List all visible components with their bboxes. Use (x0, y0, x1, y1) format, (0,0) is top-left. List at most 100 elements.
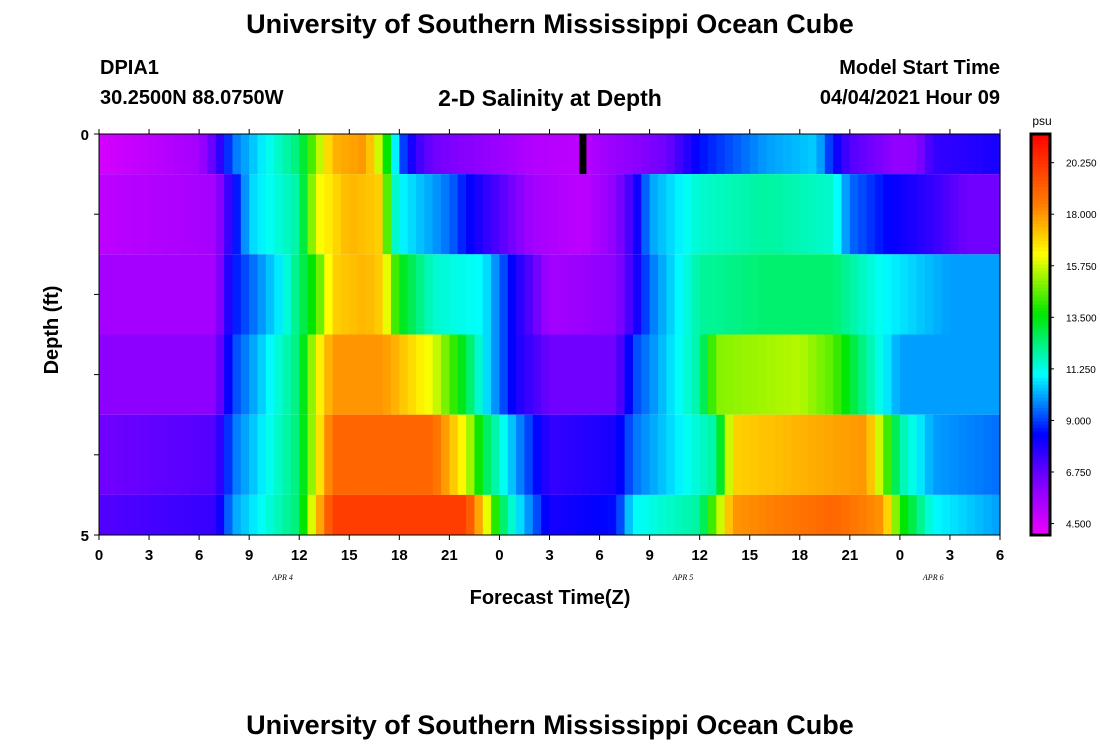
colorbar-segment (1031, 418, 1050, 422)
heatmap-cell (808, 414, 818, 495)
heatmap-cell (691, 334, 701, 415)
heatmap-cell (257, 494, 267, 535)
colorbar-segment (1031, 311, 1050, 316)
colorbar-segment (1031, 337, 1050, 342)
heatmap-cell (99, 254, 108, 335)
heatmap-cell (240, 334, 250, 415)
heatmap-cell (315, 414, 325, 495)
heatmap-cell (374, 414, 384, 495)
heatmap-cell (390, 174, 400, 255)
heatmap-cell (174, 494, 184, 535)
heatmap-cell (149, 414, 158, 495)
heatmap-cell (557, 494, 567, 535)
heatmap-cell (916, 494, 926, 535)
heatmap-cell (849, 494, 859, 535)
heatmap-cell (491, 494, 501, 535)
heatmap-cell (574, 254, 584, 335)
heatmap-cell (841, 254, 851, 335)
heatmap-cell (874, 494, 884, 535)
heatmap-cell (774, 494, 784, 535)
colorbar-segment (1031, 514, 1050, 519)
colorbar-segment (1031, 484, 1050, 489)
heatmap-cell (399, 494, 409, 535)
colorbar-segment (1031, 271, 1050, 275)
heatmap-cell (566, 334, 576, 415)
heatmap-cell (290, 254, 300, 335)
station-coordinates: 30.2500N 88.0750W (100, 87, 284, 109)
heatmap-cell (924, 254, 934, 335)
heatmap-cell (766, 334, 776, 415)
heatmap-cell (641, 174, 651, 255)
heatmap-cell (315, 494, 325, 535)
heatmap-cell (457, 174, 467, 255)
heatmap-cell (524, 414, 534, 495)
heatmap-cell (182, 494, 192, 535)
colorbar-segment (1031, 227, 1050, 232)
heatmap-cell (816, 254, 826, 335)
heatmap-cell (466, 414, 476, 495)
colorbar-segment (1031, 224, 1050, 229)
colorbar-segment (1031, 491, 1050, 496)
heatmap-cell (566, 494, 576, 535)
heatmap-cell (407, 414, 417, 495)
heatmap-cell (507, 174, 517, 255)
heatmap-cell (983, 414, 993, 495)
heatmap-cell (174, 334, 184, 415)
colorbar-segment (1031, 244, 1050, 249)
heatmap-cell (240, 134, 250, 175)
heatmap-cell (599, 494, 609, 535)
heatmap-cell (357, 174, 367, 255)
heatmap-cell (207, 174, 217, 255)
heatmap-cell (666, 254, 676, 335)
heatmap-cell (983, 254, 993, 335)
heatmap-cell (741, 254, 751, 335)
colorbar-segment (1031, 408, 1050, 412)
heatmap-cell (858, 414, 868, 495)
colorbar-segment (1031, 154, 1050, 158)
heatmap-cell (115, 174, 125, 255)
heatmap-cell (841, 414, 851, 495)
heatmap-cell (649, 134, 659, 175)
heatmap-cell (833, 334, 843, 415)
colorbar-segment (1031, 341, 1050, 346)
heatmap-cell (949, 254, 959, 335)
heatmap-cell (349, 494, 359, 535)
heatmap-cell (407, 174, 417, 255)
heatmap-cell (374, 494, 384, 535)
heatmap-cell (741, 174, 751, 255)
colorbar-segment (1031, 180, 1050, 185)
colorbar-tick-label: 20.250 (1066, 159, 1097, 170)
heatmap-cell (724, 414, 734, 495)
x-tick-label: 3 (145, 547, 153, 564)
heatmap-cell (724, 174, 734, 255)
heatmap-cell (199, 174, 209, 255)
heatmap-cell (624, 174, 634, 255)
heatmap-cell (407, 134, 417, 175)
heatmap-cell (332, 254, 342, 335)
colorbar-segment (1031, 237, 1050, 242)
heatmap-cell (682, 134, 692, 175)
heatmap-cell (407, 494, 417, 535)
heatmap-cell (874, 254, 884, 335)
colorbar-segment (1031, 451, 1050, 456)
heatmap-cell (357, 414, 367, 495)
heatmap-cell (182, 174, 192, 255)
heatmap-cell (699, 414, 709, 495)
heatmap-cell (733, 494, 742, 535)
heatmap-cell (733, 254, 742, 335)
colorbar-segment (1031, 478, 1050, 483)
heatmap-cell (841, 334, 851, 415)
heatmap-cell (666, 334, 676, 415)
heatmap-cell (682, 414, 692, 495)
colorbar-segment (1031, 364, 1050, 369)
heatmap-cell (933, 334, 943, 415)
colorbar-segment (1031, 164, 1050, 169)
heatmap-cell (190, 134, 200, 175)
colorbar-segment (1031, 441, 1050, 446)
heatmap-cell (883, 134, 893, 175)
heatmap-cell (941, 174, 951, 255)
heatmap-cell (541, 334, 551, 415)
heatmap-cell (257, 254, 267, 335)
heatmap-cell (799, 254, 809, 335)
heatmap-cells (99, 134, 1001, 535)
